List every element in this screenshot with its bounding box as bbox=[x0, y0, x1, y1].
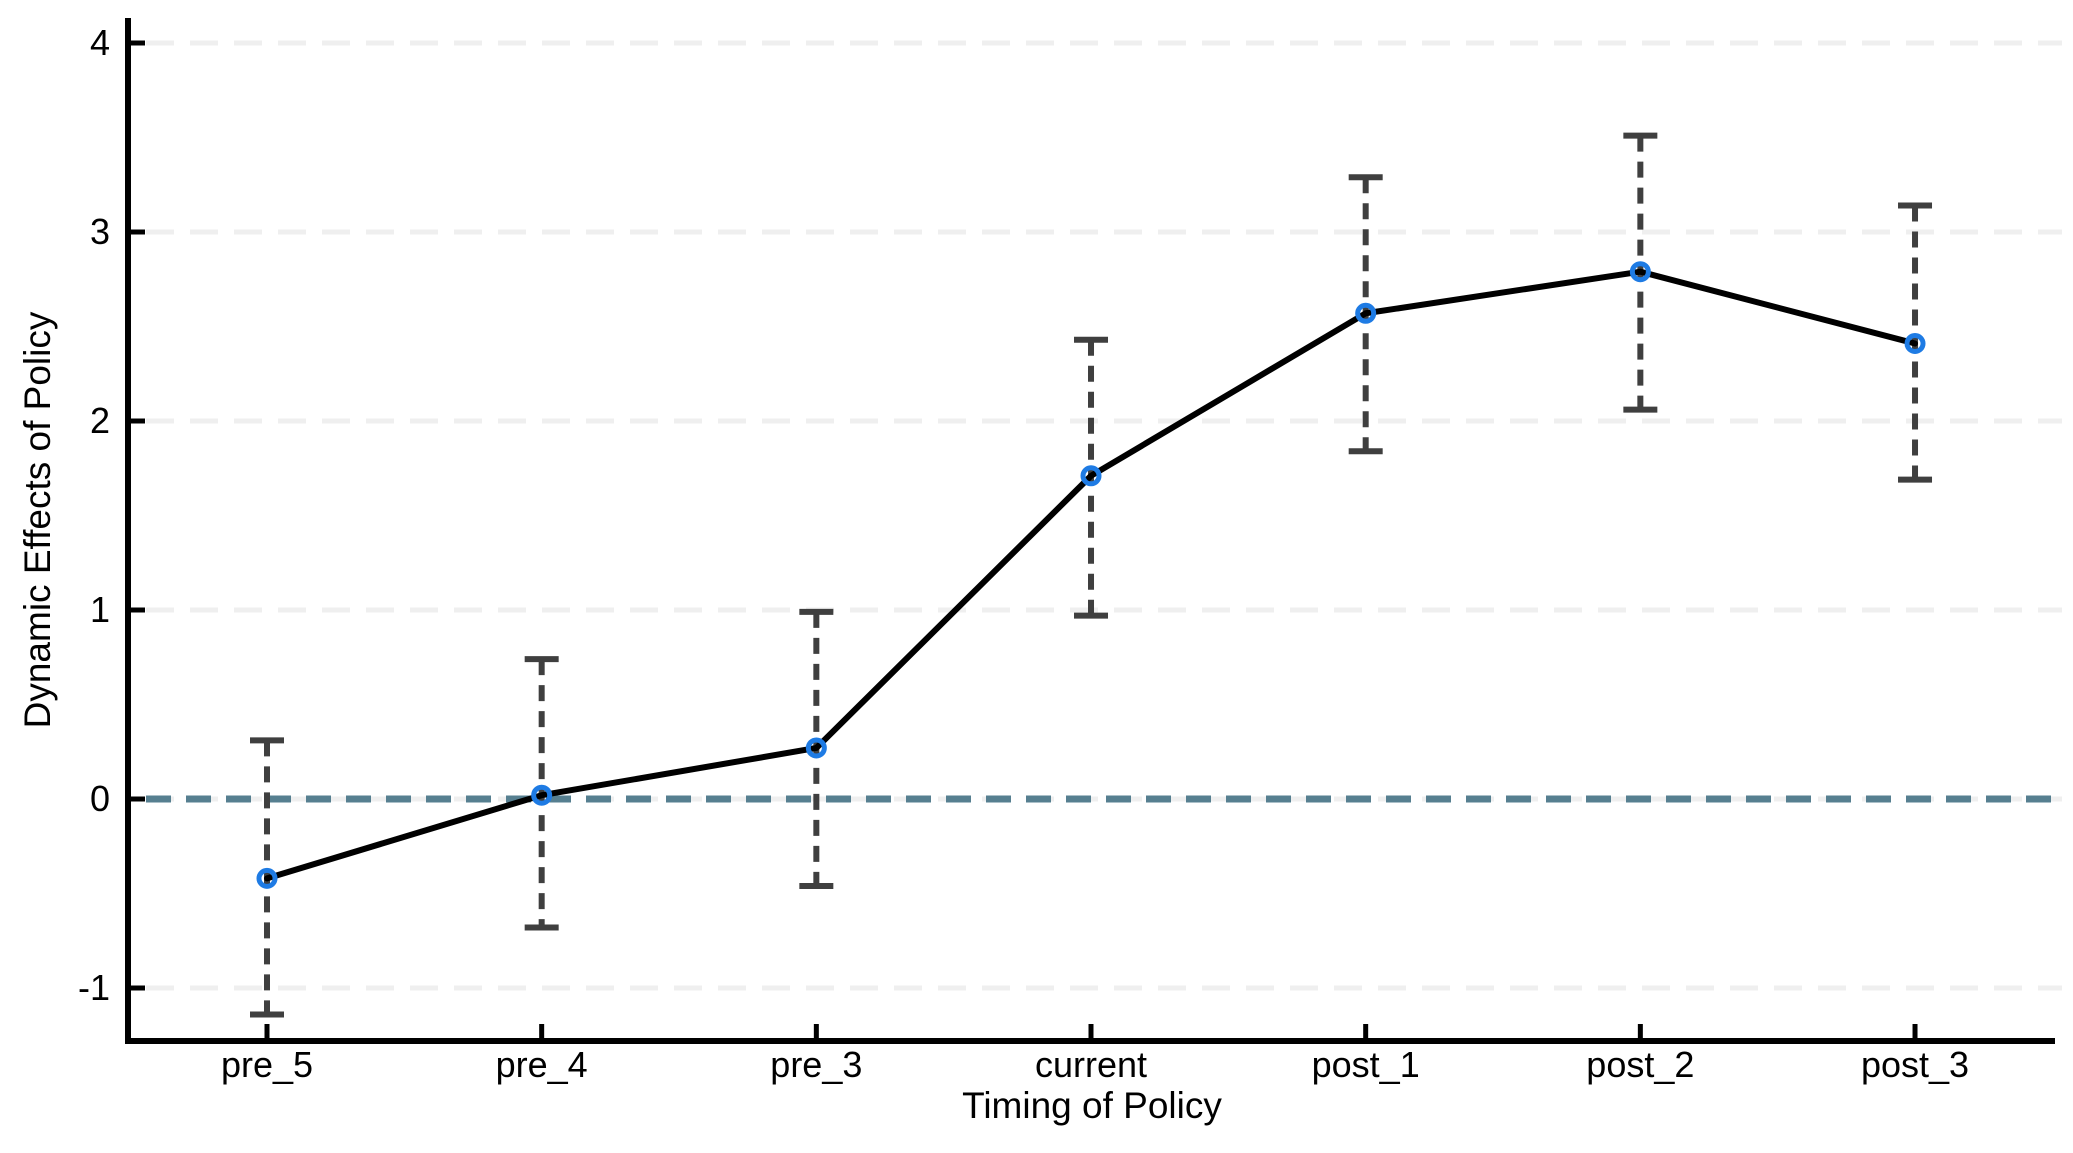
data-point-pre_4 bbox=[531, 784, 553, 806]
axes-layer bbox=[125, 18, 2055, 1044]
series-line-layer bbox=[264, 268, 1919, 882]
tick-label-layer: -1 0 1 2 3 4 pre_5 pre_4 pre_3 current post_1 post_… bbox=[78, 22, 1969, 1085]
x-tick-label-post_2: post_2 bbox=[1586, 1044, 1694, 1085]
data-point-pre_3 bbox=[805, 737, 827, 759]
y-tick-label-3: 3 bbox=[90, 211, 110, 252]
x-tick-label-pre_4: pre_4 bbox=[496, 1044, 588, 1085]
x-tick-label-pre_3: pre_3 bbox=[770, 1044, 862, 1085]
x-tick-label-post_1: post_1 bbox=[1312, 1044, 1420, 1085]
y-tick-label--1: -1 bbox=[78, 967, 110, 1008]
series-line bbox=[264, 268, 1919, 882]
y-tick-label-4: 4 bbox=[90, 22, 110, 63]
y-axis-title: Dynamic Effects of Policy bbox=[17, 311, 58, 728]
data-point-current bbox=[1080, 465, 1102, 487]
y-tick-label-2: 2 bbox=[90, 400, 110, 441]
error-bar-layer bbox=[250, 132, 1933, 1018]
marker-layer bbox=[256, 261, 1926, 889]
x-tick-label-current: current bbox=[1035, 1044, 1147, 1085]
x-tick-label-pre_5: pre_5 bbox=[221, 1044, 313, 1085]
data-point-post_3 bbox=[1904, 333, 1926, 355]
data-point-pre_5 bbox=[256, 867, 278, 889]
y-tick-label-1: 1 bbox=[90, 589, 110, 630]
x-tick-label-post_3: post_3 bbox=[1861, 1044, 1969, 1085]
gridline-layer bbox=[146, 40, 2062, 991]
y-tick-label-0: 0 bbox=[90, 778, 110, 819]
data-point-post_2 bbox=[1629, 261, 1651, 283]
data-point-post_1 bbox=[1355, 302, 1377, 324]
x-axis-title: Timing of Policy bbox=[962, 1085, 1222, 1126]
